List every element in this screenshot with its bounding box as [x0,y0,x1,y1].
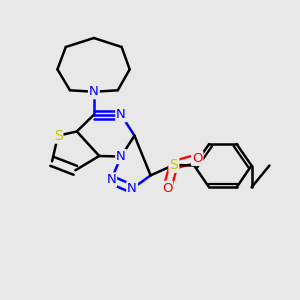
Text: N: N [106,173,116,186]
Text: O: O [162,182,172,195]
Text: N: N [116,150,126,163]
Text: S: S [54,129,62,143]
Text: S: S [169,158,178,172]
Text: N: N [127,182,137,195]
Text: N: N [89,85,99,98]
Text: N: N [116,108,126,121]
Text: O: O [192,152,202,165]
